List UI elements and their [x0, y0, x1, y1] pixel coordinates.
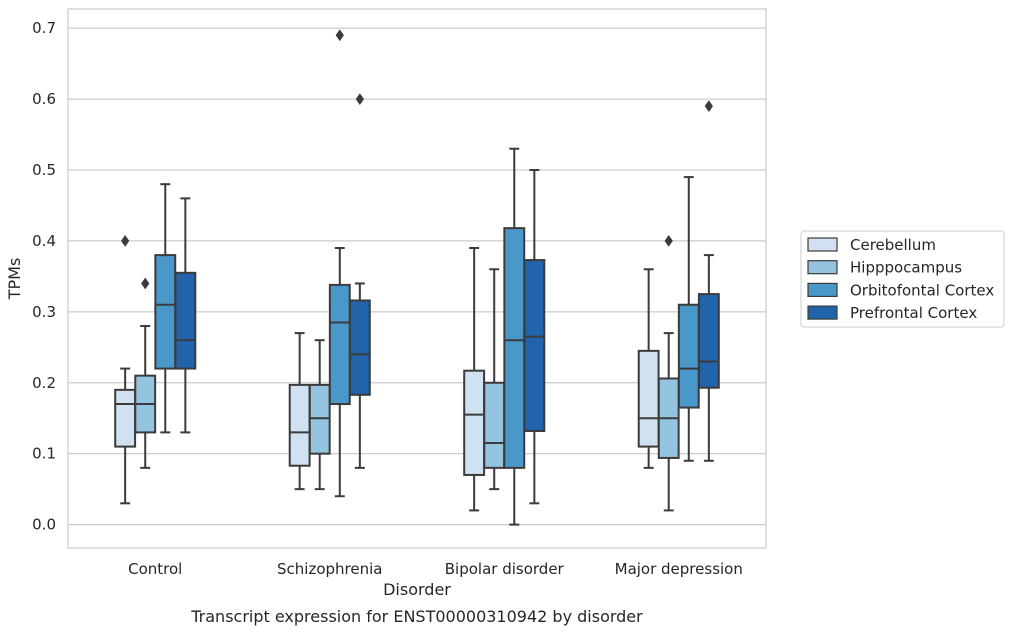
box — [348, 299, 371, 396]
legend-item[interactable]: Prefrontal Cortex — [807, 304, 977, 322]
box-group — [637, 268, 660, 469]
box-series — [114, 29, 720, 526]
box — [463, 369, 486, 476]
box — [503, 227, 526, 469]
outlier-point — [355, 93, 364, 105]
y-tick-label: 0.4 — [32, 232, 56, 250]
legend-frame — [800, 230, 1005, 328]
legend-swatch — [807, 305, 838, 320]
box-group — [348, 93, 371, 469]
chart-caption: Transcript expression for ENST0000031094… — [190, 607, 643, 626]
series-orbitofontal-cortex — [154, 29, 700, 526]
box-group — [503, 147, 526, 526]
y-axis-title: TPMs — [5, 258, 24, 301]
box-group — [288, 332, 311, 491]
legend-swatch — [807, 282, 838, 297]
x-tick-label: Control — [128, 560, 182, 578]
y-tick-label: 0.6 — [32, 90, 56, 108]
box-group — [308, 339, 331, 491]
box-group — [697, 100, 720, 462]
series-prefrontal-cortex — [174, 93, 720, 505]
y-tick-label: 0.5 — [32, 161, 56, 179]
plot-frame — [67, 8, 767, 549]
box-group — [463, 247, 486, 512]
y-tick-label: 0.7 — [32, 19, 56, 37]
legend-item[interactable]: Cerebellum — [807, 236, 936, 254]
box-group — [677, 176, 700, 462]
series-hipppocampus — [134, 235, 680, 512]
x-axis-ticks: Control Schizophrenia Bipolar disorder Majo… — [128, 560, 743, 578]
box — [677, 303, 700, 409]
box — [637, 349, 660, 448]
y-tick-label: 0.2 — [32, 374, 56, 392]
outlier-point — [704, 100, 713, 113]
box — [288, 383, 311, 467]
y-tick-label: 0.1 — [32, 445, 56, 463]
legend-item[interactable]: Hipppocampus — [807, 259, 962, 277]
x-tick-label: Major depression — [615, 560, 743, 578]
outlier-point — [121, 235, 130, 247]
box-group — [483, 268, 506, 491]
legend-label: Cerebellum — [850, 236, 936, 254]
y-tick-label: 0.3 — [32, 303, 56, 321]
y-tick-label: 0.0 — [32, 516, 56, 534]
legend[interactable]: Cerebellum Hipppocampus Orbitofontal Corte… — [800, 230, 1005, 328]
box-group — [328, 29, 351, 498]
legend-label: Hipppocampus — [850, 259, 962, 277]
legend-swatch — [807, 237, 838, 252]
box-group — [154, 183, 177, 434]
box — [523, 259, 546, 432]
legend-swatch — [807, 260, 838, 275]
box — [308, 383, 331, 455]
box — [697, 293, 720, 389]
box — [483, 381, 506, 469]
box-group — [114, 235, 137, 505]
y-axis-ticks: 0.0 0.1 0.2 0.3 0.4 0.5 0.6 0.7 — [32, 19, 56, 533]
box — [174, 271, 197, 370]
box — [114, 388, 137, 448]
box — [328, 283, 351, 406]
outlier-point — [664, 235, 673, 247]
box-group — [174, 197, 197, 434]
box-group — [523, 168, 546, 505]
outlier-point — [141, 277, 150, 290]
box-group — [134, 277, 157, 469]
x-tick-label: Schizophrenia — [277, 560, 382, 578]
outlier-point — [335, 29, 344, 42]
legend-item[interactable]: Orbitofontal Cortex — [807, 281, 994, 299]
box — [154, 254, 177, 370]
legend-label: Orbitofontal Cortex — [850, 281, 994, 299]
x-axis-title: Disorder — [383, 580, 451, 599]
x-tick-label: Bipolar disorder — [445, 560, 565, 578]
legend-label: Prefrontal Cortex — [850, 304, 977, 322]
series-cerebellum — [114, 235, 660, 512]
box-group — [657, 235, 680, 512]
